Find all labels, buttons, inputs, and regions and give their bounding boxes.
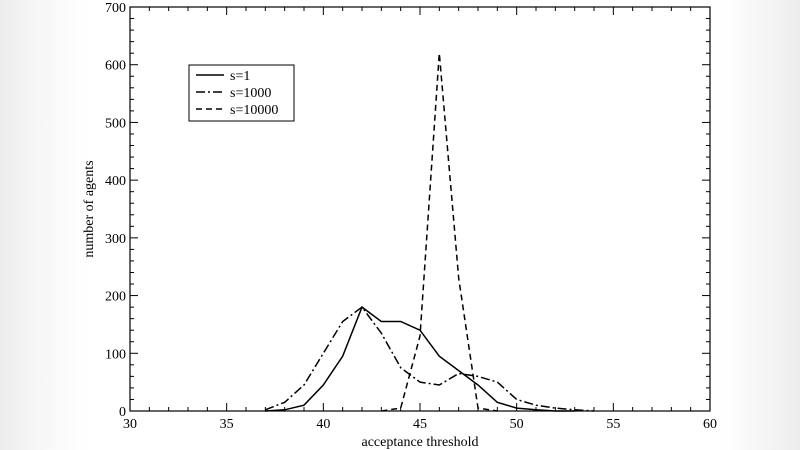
x-tick-label: 60 xyxy=(703,417,717,432)
y-tick-label: 0 xyxy=(119,405,126,420)
y-tick-label: 400 xyxy=(105,174,126,189)
y-tick-label: 300 xyxy=(105,232,126,247)
x-tick-label: 40 xyxy=(316,417,330,432)
y-tick-label: 700 xyxy=(105,1,126,16)
legend: s=1 s=1000 s=10000 xyxy=(188,64,295,122)
series-line-2 xyxy=(381,53,498,412)
x-axis-title: acceptance threshold xyxy=(362,435,479,450)
x-tick-label: 30 xyxy=(123,417,137,432)
y-tick-label: 500 xyxy=(105,116,126,131)
x-tick-label: 45 xyxy=(413,417,427,432)
y-axis-title: number of agents xyxy=(82,160,97,257)
legend-label-2: s=10000 xyxy=(230,103,278,118)
y-tick-label: 200 xyxy=(105,290,126,305)
series-line-1 xyxy=(265,306,595,412)
legend-label-1: s=1000 xyxy=(230,86,271,101)
axis-ticks xyxy=(129,6,711,412)
y-tick-label: 600 xyxy=(105,59,126,74)
x-tick-label: 50 xyxy=(510,417,524,432)
x-tick-label: 55 xyxy=(606,417,620,432)
y-tick-label: 100 xyxy=(105,347,126,362)
series-lines xyxy=(265,53,595,412)
x-tick-label: 35 xyxy=(220,417,234,432)
legend-label-0: s=1 xyxy=(230,69,250,84)
